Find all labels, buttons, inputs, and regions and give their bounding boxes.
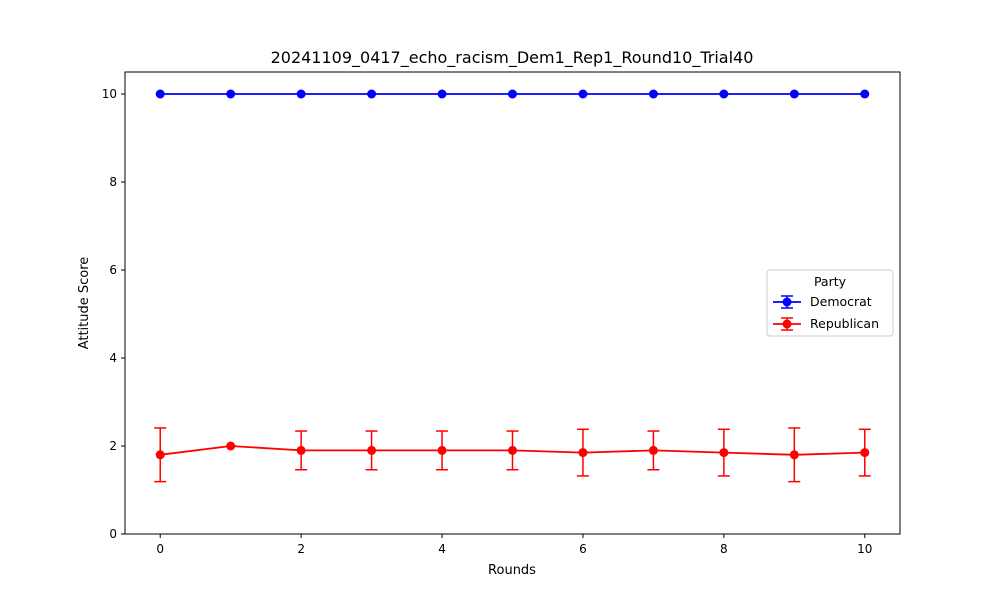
legend-marker-republican [782, 319, 792, 329]
republican-point [226, 441, 236, 451]
republican-point [155, 450, 165, 460]
republican-point [789, 450, 799, 460]
legend-title: Party [814, 274, 847, 289]
legend-marker-democrat [782, 297, 792, 307]
democrat-point [296, 89, 306, 99]
legend-label-democrat: Democrat [810, 294, 872, 309]
republican-point [296, 445, 306, 455]
y-tick-label: 10 [102, 87, 117, 101]
axes-ticks: 0 2 4 6 8 10 0 2 4 6 8 10 [102, 87, 873, 556]
republican-point [437, 445, 447, 455]
republican-point [508, 445, 517, 455]
y-tick-label: 2 [109, 439, 117, 453]
republican-point [719, 448, 729, 458]
x-tick-label: 10 [857, 542, 872, 556]
democrat-point [155, 89, 165, 99]
democrat-point [578, 89, 588, 99]
x-tick-label: 4 [438, 542, 446, 556]
democrat-point [719, 89, 729, 99]
democrat-point [860, 89, 870, 99]
x-tick-label: 2 [297, 542, 305, 556]
democrat-point [789, 89, 799, 99]
x-tick-label: 8 [720, 542, 728, 556]
democrat-point [508, 89, 517, 99]
chart-title: 20241109_0417_echo_racism_Dem1_Rep1_Roun… [271, 48, 754, 68]
republican-point [860, 448, 870, 458]
republican-point [367, 445, 377, 455]
legend-label-republican: Republican [810, 316, 879, 331]
democrat-point [648, 89, 658, 99]
y-tick-label: 4 [109, 351, 117, 365]
x-tick-label: 6 [579, 542, 587, 556]
y-tick-label: 0 [109, 527, 117, 541]
democrat-point [226, 89, 236, 99]
x-axis-label: Rounds [488, 563, 536, 578]
legend: Party Democrat Republican [766, 269, 894, 337]
plot-area [154, 89, 871, 483]
legend-box [766, 269, 894, 337]
republican-point [648, 445, 658, 455]
x-tick-label: 0 [156, 542, 164, 556]
republican-point [578, 448, 588, 458]
plot-frame [124, 71, 901, 535]
y-tick-label: 6 [109, 263, 117, 277]
y-axis-label: Attitude Score [77, 257, 92, 350]
democrat-point [437, 89, 447, 99]
y-tick-label: 8 [109, 175, 117, 189]
democrat-point [367, 89, 377, 99]
